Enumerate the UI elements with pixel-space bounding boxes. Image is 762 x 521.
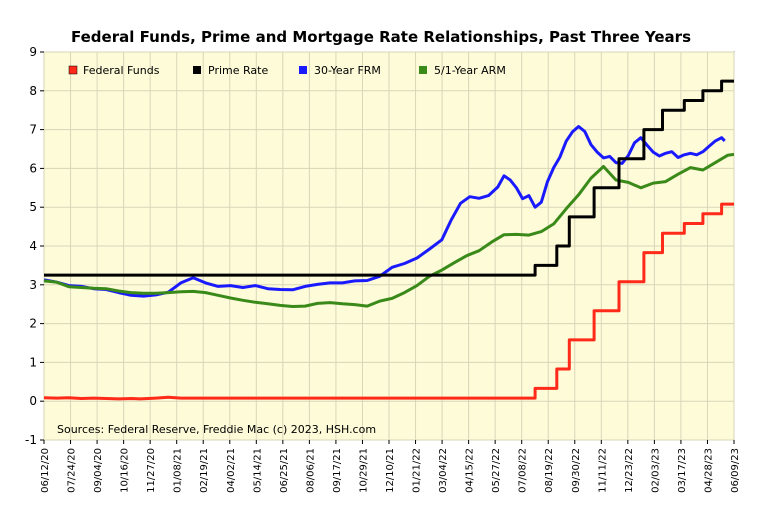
x-tick-label: 11/27/20 xyxy=(146,448,157,493)
x-tick-label: 04/02/21 xyxy=(226,448,237,493)
y-tick-label: 2 xyxy=(29,317,37,331)
y-tick-label: 7 xyxy=(29,123,37,137)
x-tick-label: 06/12/20 xyxy=(40,448,51,493)
y-tick-label: 4 xyxy=(29,239,37,253)
series-line-federal-funds xyxy=(43,202,734,401)
series-line-prime-rate xyxy=(44,79,734,277)
y-axis: -1 0 1 2 3 4 5 6 7 8 9 xyxy=(25,45,44,447)
x-tick-label: 02/03/23 xyxy=(650,448,661,493)
x-tick-label: 05/27/22 xyxy=(491,448,502,493)
y-tick-label: 9 xyxy=(29,45,37,59)
x-tick-label: 04/28/23 xyxy=(703,448,714,493)
series-line-5-1-year-arm xyxy=(43,152,735,308)
x-tick-label: 12/23/22 xyxy=(624,448,635,493)
x-tick-label: 09/04/20 xyxy=(93,448,104,493)
source-note: Sources: Federal Reserve, Freddie Mac (c… xyxy=(57,423,376,436)
x-tick-label: 12/10/21 xyxy=(385,448,396,493)
y-tick-label: 1 xyxy=(29,355,37,369)
y-tick-label: 5 xyxy=(29,200,37,214)
x-axis: 06/12/20 07/24/20 09/04/20 10/16/20 11/27/20… xyxy=(40,440,741,493)
x-tick-label: 09/30/22 xyxy=(571,448,582,493)
grid-lines xyxy=(43,51,735,441)
y-tick-label: 0 xyxy=(29,394,37,408)
chart-title: Federal Funds, Prime and Mortgage Rate R… xyxy=(71,28,691,46)
x-tick-label: 01/21/22 xyxy=(412,448,423,493)
x-tick-label: 03/04/22 xyxy=(438,448,449,493)
x-tick-label: 04/15/22 xyxy=(465,448,476,493)
x-tick-label: 09/17/21 xyxy=(332,448,343,493)
y-tick-label: 3 xyxy=(29,278,37,292)
x-tick-label: 03/17/23 xyxy=(677,448,688,493)
x-tick-label: 02/19/21 xyxy=(199,448,210,493)
x-tick-label: 10/29/21 xyxy=(358,448,369,493)
legend-swatch-5-1-year-arm xyxy=(419,66,427,74)
y-tick-label: 6 xyxy=(29,161,37,175)
legend: Federal Funds Prime Rate 30-Year FRM 5/1… xyxy=(68,64,506,77)
y-tick-label: 8 xyxy=(29,84,37,98)
legend-swatch-federal-funds xyxy=(68,65,78,75)
x-tick-label: 08/06/21 xyxy=(305,448,316,493)
x-tick-label: 08/19/22 xyxy=(544,448,555,493)
x-tick-label: 07/24/20 xyxy=(67,448,78,493)
legend-swatch-prime-rate xyxy=(193,66,201,74)
x-tick-label: 10/16/20 xyxy=(120,448,131,493)
x-tick-label: 01/08/21 xyxy=(173,448,184,493)
x-tick-label: 11/11/22 xyxy=(597,448,608,493)
x-tick-label: 06/25/21 xyxy=(279,448,290,493)
series-lines xyxy=(43,79,735,401)
legend-label-5-1-year-arm: 5/1-Year ARM xyxy=(434,64,506,77)
x-tick-label: 07/08/22 xyxy=(518,448,529,493)
legend-label-30-year-frm: 30-Year FRM xyxy=(314,64,381,77)
x-tick-label: 06/09/23 xyxy=(730,448,741,493)
series-line-30-year-frm xyxy=(43,125,726,298)
x-tick-label: 05/14/21 xyxy=(252,448,263,493)
legend-swatch-30-year-frm xyxy=(299,66,307,74)
y-tick-label: -1 xyxy=(25,433,37,447)
legend-label-federal-funds: Federal Funds xyxy=(83,64,160,77)
legend-label-prime-rate: Prime Rate xyxy=(208,64,268,77)
